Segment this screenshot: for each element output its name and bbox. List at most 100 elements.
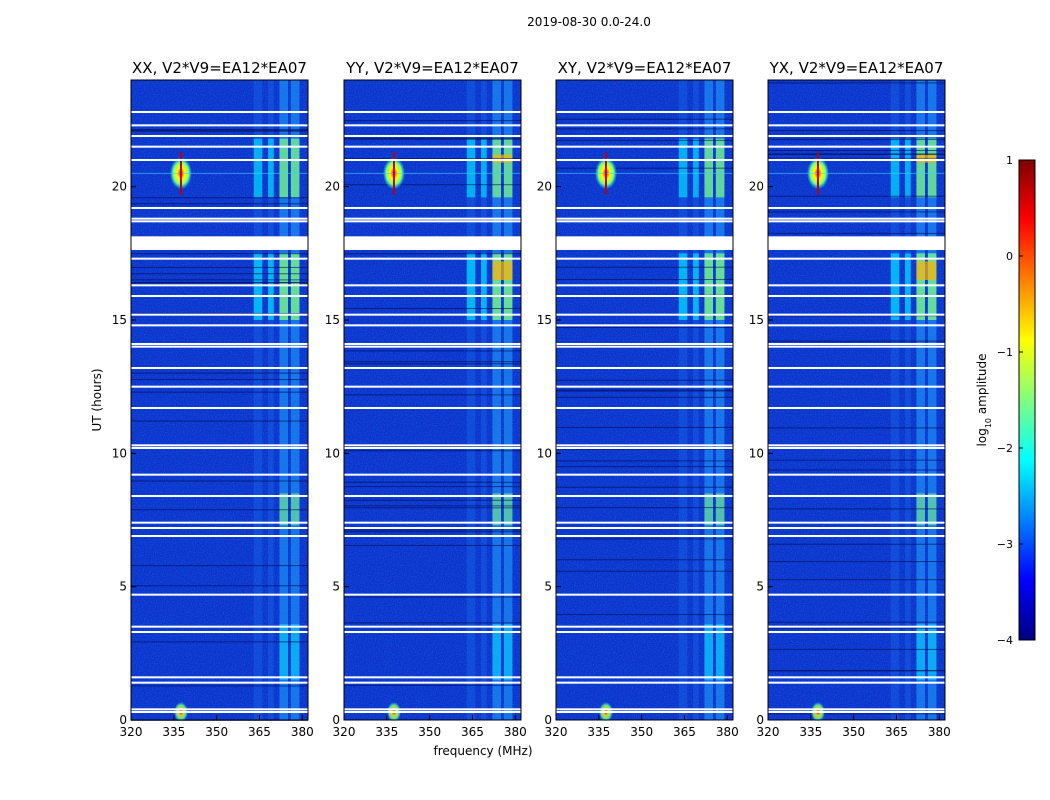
dark-streak [344,486,521,488]
rfi-burst [704,493,714,526]
rfi-burst [916,253,926,320]
rfi-band [268,80,274,720]
y-tick-label: 10 [112,446,127,460]
flagged-row [768,145,945,148]
x-tick-label: 320 [545,725,568,739]
x-tick-label: 335 [162,725,185,739]
flagged-row [131,708,308,711]
dark-streak [768,508,945,510]
rfi-burst [481,253,487,320]
flagged-row [131,407,308,409]
y-tick-label: 10 [749,446,764,460]
rfi-burst [290,253,300,320]
rfi-band [466,80,476,720]
y-tick-label: 20 [325,180,340,194]
flagged-row [131,220,308,223]
flagged-row [131,447,308,449]
dark-streak [131,509,308,511]
dark-streak [131,372,308,374]
dark-streak [556,466,733,468]
rfi-burst [492,138,502,198]
flagged-row [556,631,733,633]
dark-streak [344,544,521,546]
rfi-burst [678,253,688,320]
rfi-burst [279,624,289,680]
flagged-row [131,159,308,161]
rfi-band [678,80,688,720]
flagged-row [344,217,521,220]
rfi-band [503,80,513,720]
dark-streak [131,279,308,281]
flagged-row [768,284,945,287]
x-tick-label: 380 [504,725,527,739]
panel-xy: XY, V2*V9=EA12*EA07 320 335 350 365 380 0 5 10 15… [537,59,739,739]
flagged-row [131,527,308,529]
flagged-row [768,535,945,537]
flagged-row [131,217,308,220]
flagged-row [768,625,945,628]
rfi-band [492,80,502,720]
colorbar-ticks: 1 0 −1 −2 −3 −4 [997,154,1023,647]
rfi-burst [253,138,263,198]
dark-streak [344,531,521,533]
dark-streak [768,211,945,213]
colorbar-tick-label: −1 [997,346,1013,359]
flagged-row [131,343,308,345]
rfi-burst [927,624,937,680]
flagged-row [131,535,308,537]
rfi-burst [503,493,513,526]
rfi-burst [268,138,274,198]
flagged-row [344,324,521,327]
dark-streak [344,499,521,501]
flagged-row [768,593,945,596]
flagged-gap [768,237,945,250]
flagged-row [344,367,521,369]
rfi-burst [715,253,725,320]
dark-streak [768,139,945,141]
rfi-burst [492,493,502,526]
rfi-band [905,80,911,720]
colorbar-tick-label: −2 [997,442,1013,455]
rfi-burst [916,624,926,680]
flagged-row [768,324,945,327]
flagged-gap [131,237,308,250]
dark-streak [768,621,945,623]
dark-streak [344,350,521,352]
flagged-row [768,385,945,388]
flagged-row [768,521,945,524]
flagged-row [768,295,945,297]
flagged-row [344,711,521,713]
flagged-row [556,220,733,223]
dark-streak [556,486,733,488]
x-tick-label: 365 [461,725,484,739]
dark-streak [556,390,733,392]
flagged-row [556,385,733,388]
y-tick-label: 15 [325,313,340,327]
colorbar-tick-label: 0 [1006,250,1013,263]
x-tick-label: 350 [630,725,653,739]
flagged-row [556,124,733,127]
flagged-row [344,473,521,476]
dark-streak [768,130,945,132]
panel-noise [556,80,733,720]
flagged-row [344,295,521,297]
flagged-row [344,345,521,348]
rfi-burst [492,253,502,320]
dark-streak [556,426,733,428]
rfi-band [927,80,937,720]
flagged-row [344,207,521,209]
flagged-row [344,284,521,287]
flagged-row [768,135,945,137]
y-tick-label: 20 [112,180,127,194]
flagged-row [131,631,308,633]
dark-streak [556,538,733,540]
colorbar: 1 0 −1 −2 −3 −4 log10 amplitude [975,154,1036,647]
x-tick-label: 365 [673,725,696,739]
flagged-row [556,681,733,684]
flagged-row [131,257,308,260]
flagged-row [556,527,733,529]
dark-streak [556,559,733,561]
flagged-row [131,676,308,679]
x-tick-label: 350 [842,725,865,739]
dark-streak [556,118,733,120]
